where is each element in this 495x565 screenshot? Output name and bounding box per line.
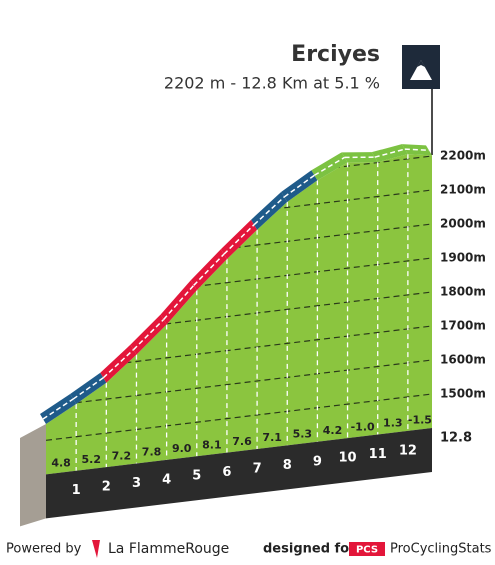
- chart-subtitle: 2202 m - 12.8 Km at 5.1 %: [164, 74, 380, 93]
- x-tick-label: 4: [162, 472, 171, 487]
- y-tick-label: 1800m: [440, 285, 486, 299]
- x-tick-label: 1: [72, 483, 81, 498]
- x-tick-label: 8: [283, 458, 292, 473]
- designed-for: designed for: [263, 542, 356, 557]
- y-tick-label: 1500m: [440, 387, 486, 401]
- band-dash: [283, 174, 315, 198]
- chart-title: Erciyes: [291, 42, 380, 67]
- x-tick-label: 11: [369, 447, 387, 462]
- x-tick-label: 3: [132, 476, 141, 491]
- gradient-label: 7.6: [232, 435, 252, 448]
- band-dash: [253, 196, 285, 226]
- y-tick-label: 1900m: [440, 251, 486, 265]
- band-dash: [314, 156, 345, 176]
- site: ProCyclingStats: [390, 542, 492, 557]
- pcs-badge: [349, 542, 385, 556]
- gradient-label: 4.8: [51, 457, 71, 470]
- x-tick-label: 9: [313, 454, 322, 469]
- band-dash: [374, 148, 406, 158]
- gradient-band: [371, 144, 408, 163]
- pcs-text: PCS: [356, 545, 378, 556]
- band-dash: [223, 224, 255, 255]
- x-tick-label: 5: [192, 469, 201, 484]
- gradient-label: 5.2: [81, 453, 101, 466]
- band-dash: [132, 318, 165, 351]
- band-dash: [42, 398, 74, 420]
- x-tick-label: 6: [222, 465, 231, 480]
- gradient-label: -1.0: [351, 420, 375, 433]
- gradient-band: [341, 152, 378, 163]
- gradient-label: 7.1: [262, 431, 282, 444]
- summit-icon: [402, 45, 440, 155]
- y-tick-label: 2000m: [440, 217, 486, 231]
- gradient-label: 8.1: [202, 438, 222, 451]
- grid-line: [46, 359, 432, 407]
- x-tick-label: 2: [102, 480, 111, 495]
- band-dash: [102, 349, 134, 379]
- y-tick-label: 2200m: [440, 149, 486, 163]
- flame-icon: [92, 540, 100, 558]
- gradient-label: 1.3: [383, 417, 403, 430]
- x-tick-label: 10: [339, 451, 357, 466]
- gradient-label: 9.0: [172, 442, 192, 455]
- band-dash: [193, 253, 225, 286]
- gradient-label: 4.2: [323, 424, 343, 437]
- gradient-label: -1.5: [408, 413, 432, 426]
- brand: La FlammeRouge: [108, 541, 229, 557]
- y-tick-label: 2100m: [440, 183, 486, 197]
- gradient-label: 5.3: [293, 428, 313, 441]
- x-tick-label: 7: [253, 461, 262, 476]
- side-face: [20, 424, 46, 527]
- ground-band: [46, 428, 432, 519]
- profile-area: [46, 154, 432, 475]
- powered-by: Powered by: [6, 542, 82, 557]
- gradient-label: 7.8: [142, 446, 162, 459]
- footer: Powered by La FlammeRouge designed for P…: [6, 540, 492, 558]
- y-tick-label: 1600m: [440, 353, 486, 367]
- band-dash: [72, 377, 104, 400]
- gradient-label: 7.2: [112, 449, 132, 462]
- band-dash: [404, 148, 430, 152]
- x-tick-label: 12: [399, 443, 417, 458]
- y-tick-label: 1700m: [440, 319, 486, 333]
- x-tick-label: 12.8: [440, 431, 472, 446]
- grid-line: [46, 393, 432, 441]
